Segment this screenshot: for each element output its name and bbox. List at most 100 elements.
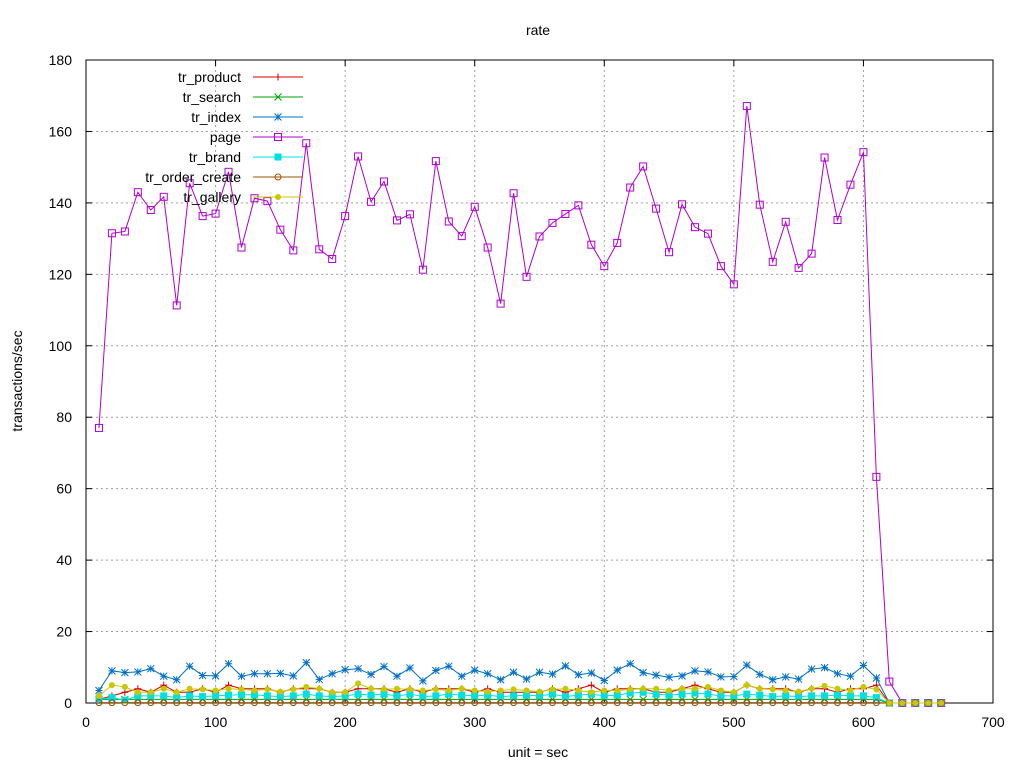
y-axis-label: transactions/sec [9, 330, 25, 431]
series-lines [94, 102, 946, 707]
legend-label: tr_search [183, 89, 241, 105]
data-point-tr_index [237, 672, 246, 681]
data-point-page [639, 162, 648, 171]
data-point-page [367, 197, 376, 206]
legend-swatch-marker [274, 153, 282, 161]
data-point-page [755, 200, 764, 209]
data-point-tr_gallery [782, 687, 789, 694]
data-point-page [237, 243, 246, 252]
legend-entry-tr_search: tr_search [183, 89, 303, 105]
series-tr_order_create [95, 699, 945, 707]
data-point-tr_gallery [730, 689, 737, 696]
data-point-tr_brand [795, 693, 803, 701]
data-point-page [548, 218, 557, 227]
data-point-page [859, 148, 868, 157]
data-point-tr_brand [536, 692, 543, 700]
data-point-tr_brand [341, 692, 349, 700]
data-point-tr_brand [147, 692, 155, 700]
data-point-tr_gallery [666, 687, 673, 694]
data-point-tr_order_create [380, 699, 388, 707]
data-point-tr_brand [406, 690, 414, 698]
data-point-tr_order_create [613, 699, 621, 707]
y-tick-label: 80 [56, 409, 72, 425]
data-point-tr_brand [367, 691, 375, 699]
data-point-tr_brand [704, 690, 712, 698]
data-point-tr_brand [225, 691, 233, 699]
series-line-page [98, 106, 942, 704]
data-point-tr_order_create [600, 699, 608, 707]
data-point-tr_gallery [549, 686, 556, 693]
data-point-tr_index [626, 659, 635, 668]
data-point-page [172, 301, 181, 310]
data-point-page [820, 153, 829, 162]
data-point-tr_brand [302, 690, 310, 698]
data-point-tr_index [639, 668, 648, 677]
legend-swatch-marker [274, 133, 282, 141]
x-tick-label: 700 [981, 714, 1005, 730]
data-point-tr_brand [510, 692, 518, 700]
data-point-tr_order_create [328, 699, 336, 707]
data-point-page [120, 227, 129, 236]
data-point-tr_index [341, 665, 349, 674]
data-point-tr_order_create [782, 699, 790, 707]
legend-entry-tr_product: tr_product [178, 69, 303, 85]
y-tick-label: 40 [56, 552, 72, 568]
data-point-tr_order_create [626, 699, 634, 707]
legend-label: tr_index [191, 109, 241, 125]
data-point-tr_brand [419, 693, 427, 701]
data-point-tr_index [600, 676, 609, 685]
data-point-tr_brand [561, 693, 569, 701]
data-point-page [380, 177, 389, 186]
data-point-tr_order_create [756, 699, 764, 707]
data-point-tr_index [665, 673, 673, 682]
data-point-page [185, 179, 194, 188]
data-point-tr_index [224, 659, 233, 668]
x-axis-label: unit = sec [508, 744, 568, 760]
data-point-tr_index [807, 665, 816, 673]
data-point-tr_gallery [329, 689, 336, 696]
data-point-tr_gallery [743, 682, 750, 689]
data-point-tr_order_create [678, 699, 686, 707]
data-point-tr_order_create [419, 699, 427, 707]
data-point-tr_brand [328, 693, 336, 701]
data-point-page [613, 238, 622, 247]
y-tick-label: 140 [49, 195, 73, 211]
data-point-page [833, 216, 842, 225]
data-point-tr_brand [652, 690, 660, 698]
data-point-page [626, 183, 635, 192]
data-point-tr_brand [574, 691, 582, 699]
data-point-tr_order_create [497, 699, 505, 707]
y-tick-label: 0 [64, 695, 72, 711]
data-point-page [94, 423, 103, 432]
legend-entry-page: page [210, 129, 303, 145]
data-point-tr_gallery [847, 687, 854, 694]
data-point-tr_order_create [859, 699, 867, 707]
data-point-tr_index [820, 663, 829, 672]
data-point-tr_index [121, 668, 129, 677]
data-point-tr_brand [717, 692, 725, 700]
data-point-tr_index [159, 672, 168, 681]
data-point-tr_index [198, 671, 207, 680]
data-point-page [328, 254, 337, 263]
data-point-tr_index [302, 658, 311, 667]
data-point-tr_brand [484, 691, 492, 699]
data-point-tr_gallery [575, 687, 582, 694]
data-point-tr_order_create [665, 699, 673, 707]
data-point-tr_index [730, 672, 738, 681]
y-tick-label: 160 [49, 123, 73, 139]
data-point-page [302, 139, 311, 148]
data-point-tr_index [522, 675, 531, 683]
data-point-tr_order_create [523, 699, 531, 707]
data-point-tr_brand [458, 691, 466, 699]
legend-entry-tr_gallery: tr_gallery [183, 189, 303, 205]
data-point-tr_index [393, 672, 401, 681]
data-point-tr_gallery [160, 685, 167, 692]
data-point-page [107, 229, 116, 238]
data-point-tr_order_create [341, 699, 349, 707]
data-point-tr_gallery [121, 683, 128, 690]
data-point-tr_index [146, 664, 155, 673]
data-point-page [483, 243, 492, 252]
data-point-tr_order_create [302, 699, 310, 707]
data-point-tr_gallery [912, 700, 919, 706]
legend-label: page [210, 129, 241, 145]
